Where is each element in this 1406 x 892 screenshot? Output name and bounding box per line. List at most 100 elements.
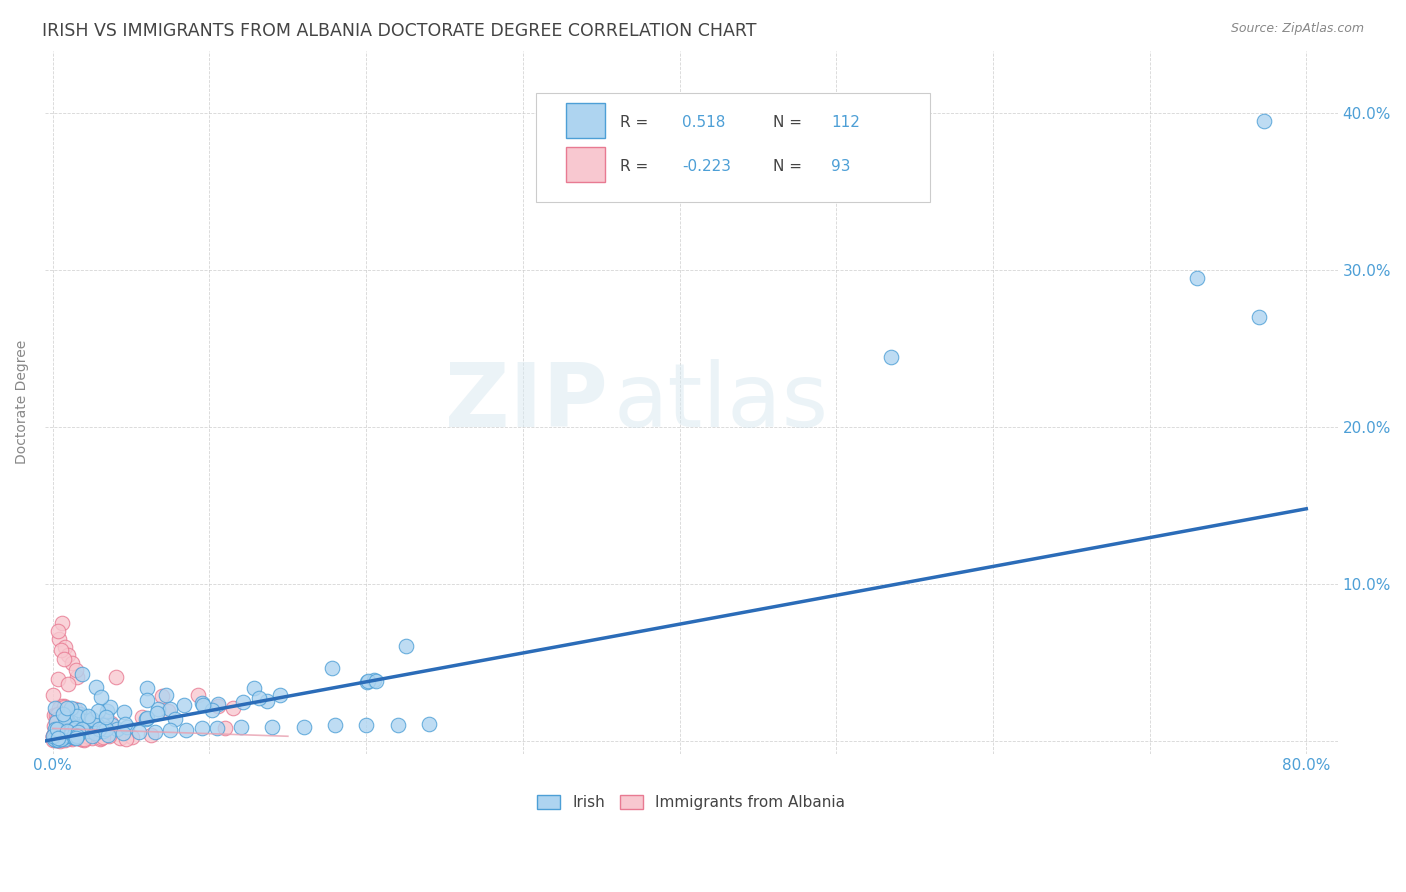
Point	[49, 643, 72, 657]
Point	[229, 720, 252, 734]
Point	[46, 707, 69, 722]
Text: -0.223: -0.223	[682, 159, 731, 174]
Bar	[567, 103, 605, 138]
Point	[98, 700, 121, 714]
Point	[44, 700, 66, 714]
Point	[395, 639, 418, 653]
Point	[66, 725, 89, 739]
Point	[131, 710, 153, 724]
Point	[72, 712, 94, 726]
Point	[51, 731, 73, 745]
Point	[139, 728, 162, 742]
Point	[354, 718, 377, 732]
Point	[121, 730, 143, 744]
Point	[356, 675, 378, 690]
Point	[56, 729, 79, 743]
Point	[44, 722, 66, 736]
Point	[110, 731, 132, 745]
Point	[73, 709, 96, 723]
Point	[191, 696, 214, 710]
Point	[70, 722, 93, 736]
Point	[73, 731, 96, 746]
Point	[364, 674, 387, 689]
Point	[42, 729, 65, 743]
Point	[262, 720, 284, 734]
Point	[48, 732, 70, 747]
Point	[77, 709, 100, 723]
Point	[84, 680, 107, 694]
Point	[66, 709, 89, 723]
Point	[89, 730, 111, 744]
Point	[49, 731, 72, 745]
Point	[321, 661, 343, 675]
Point	[323, 718, 346, 732]
Point	[48, 632, 70, 646]
Point	[45, 731, 67, 746]
Text: IRISH VS IMMIGRANTS FROM ALBANIA DOCTORATE DEGREE CORRELATION CHART: IRISH VS IMMIGRANTS FROM ALBANIA DOCTORA…	[42, 22, 756, 40]
Point	[60, 700, 83, 714]
Point	[100, 716, 122, 731]
Point	[112, 705, 135, 719]
Point	[222, 700, 245, 714]
Point	[243, 681, 266, 695]
Point	[97, 728, 120, 742]
Point	[56, 731, 79, 745]
Point	[136, 711, 159, 725]
Point	[53, 640, 76, 654]
Point	[55, 707, 77, 722]
Point	[45, 715, 67, 730]
Text: Source: ZipAtlas.com: Source: ZipAtlas.com	[1230, 22, 1364, 36]
Point	[80, 731, 103, 746]
Point	[128, 724, 150, 739]
Point	[65, 725, 87, 739]
Point	[77, 724, 100, 739]
Point	[156, 704, 179, 718]
FancyBboxPatch shape	[536, 93, 931, 202]
Point	[58, 648, 80, 662]
Point	[207, 722, 229, 736]
Point	[67, 728, 90, 742]
Point	[56, 701, 79, 715]
Point	[59, 723, 82, 738]
Text: R =: R =	[620, 115, 648, 130]
Point	[174, 723, 197, 737]
Point	[42, 728, 65, 742]
Point	[79, 714, 101, 729]
Point	[45, 712, 67, 726]
Point	[75, 726, 97, 740]
Point	[1185, 271, 1208, 285]
Point	[46, 624, 69, 639]
Point	[94, 710, 117, 724]
Point	[63, 730, 86, 744]
Point	[91, 731, 114, 745]
Point	[42, 732, 65, 747]
Point	[51, 726, 73, 740]
Point	[89, 722, 111, 736]
Point	[60, 730, 83, 744]
Point	[70, 667, 93, 681]
Point	[96, 704, 118, 718]
Point	[146, 701, 169, 715]
Point	[69, 725, 91, 739]
Point	[42, 729, 65, 743]
Point	[159, 723, 181, 737]
Point	[70, 731, 93, 745]
Point	[69, 723, 91, 737]
Point	[90, 690, 112, 704]
Point	[135, 692, 157, 706]
Point	[48, 672, 70, 686]
Text: 0.518: 0.518	[682, 115, 725, 130]
Point	[46, 731, 69, 746]
Point	[69, 707, 91, 722]
Point	[45, 722, 67, 736]
Point	[207, 698, 229, 713]
Point	[56, 677, 79, 691]
Point	[42, 729, 65, 743]
Point	[52, 730, 75, 744]
Point	[159, 702, 181, 716]
Text: N =: N =	[773, 159, 801, 174]
Point	[46, 723, 69, 738]
Point	[52, 727, 75, 741]
Point	[214, 721, 236, 735]
Point	[247, 690, 270, 705]
